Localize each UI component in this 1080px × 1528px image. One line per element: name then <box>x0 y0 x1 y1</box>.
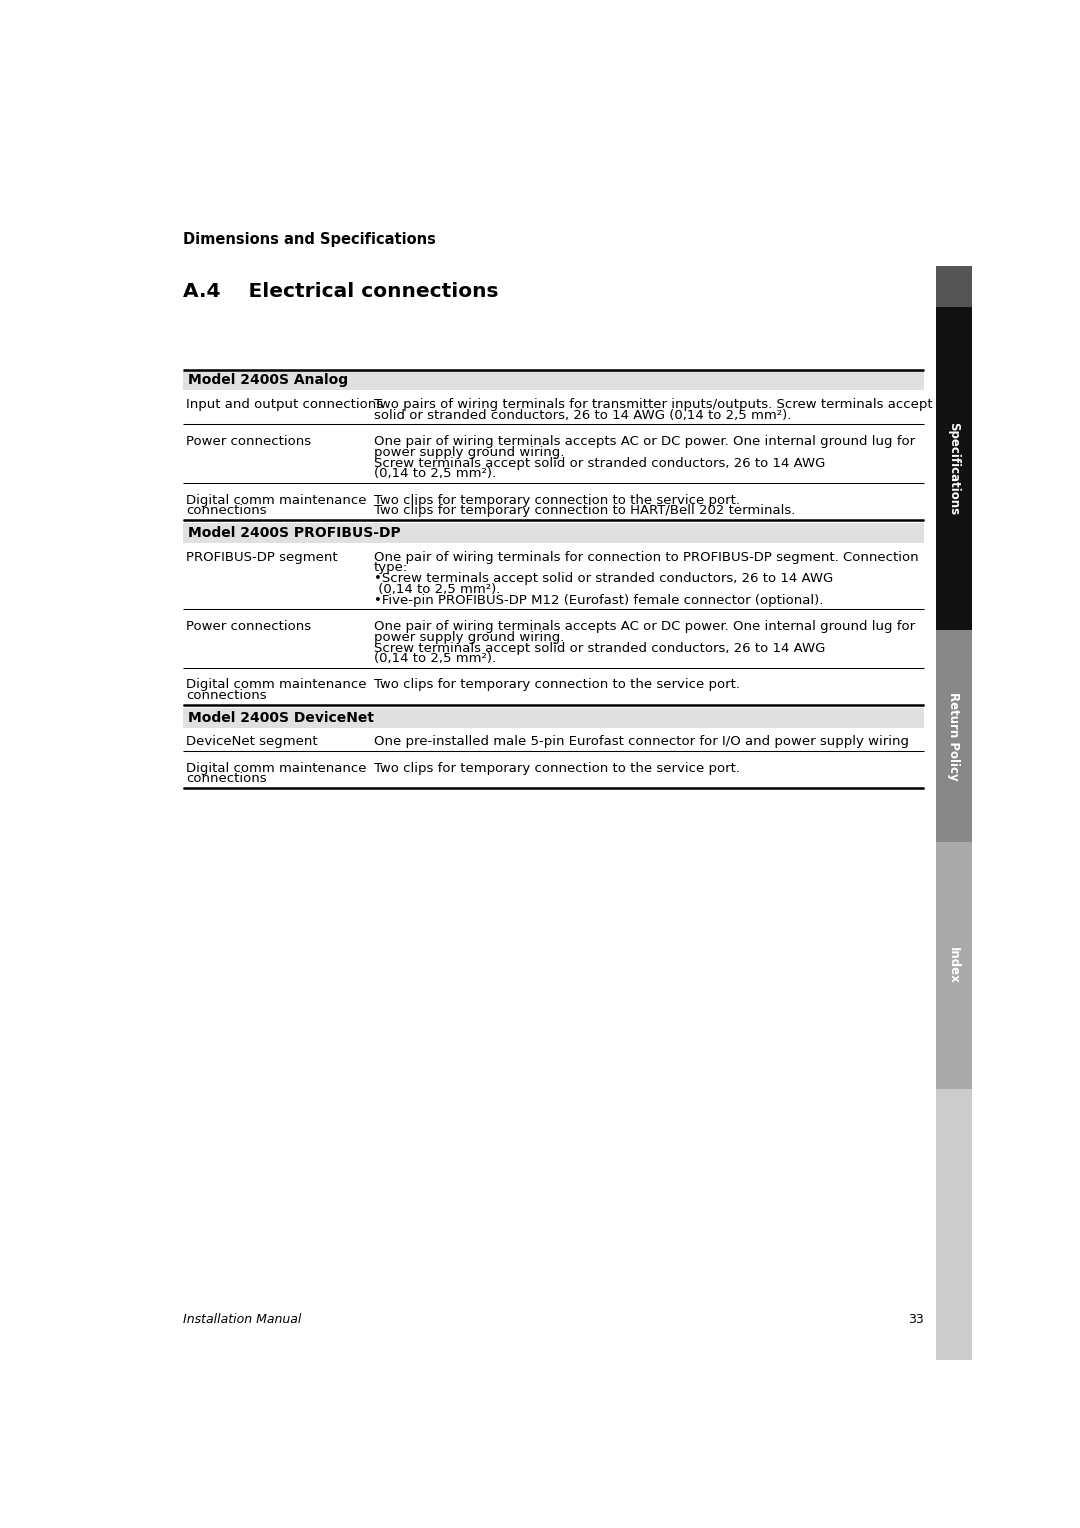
Bar <box>935 307 972 631</box>
Text: Specifications: Specifications <box>947 422 960 515</box>
Text: PROFIBUS-DP segment: PROFIBUS-DP segment <box>186 550 338 564</box>
Text: type:: type: <box>374 561 408 575</box>
Text: Two clips for temporary connection to the service port.: Two clips for temporary connection to th… <box>374 678 740 692</box>
Text: connections: connections <box>186 689 267 703</box>
Text: Digital comm maintenance: Digital comm maintenance <box>186 678 366 692</box>
Bar <box>183 370 924 391</box>
Bar <box>935 631 972 842</box>
Text: Input and output connections: Input and output connections <box>186 399 383 411</box>
Text: Screw terminals accept solid or stranded conductors, 26 to 14 AWG: Screw terminals accept solid or stranded… <box>374 457 825 469</box>
Text: One pre-installed male 5-pin Eurofast connector for I/O and power supply wiring: One pre-installed male 5-pin Eurofast co… <box>374 735 908 749</box>
Text: Model 2400S DeviceNet: Model 2400S DeviceNet <box>188 711 374 724</box>
Text: Power connections: Power connections <box>186 620 311 633</box>
Text: DeviceNet segment: DeviceNet segment <box>186 735 318 749</box>
Text: Screw terminals accept solid or stranded conductors, 26 to 14 AWG: Screw terminals accept solid or stranded… <box>374 642 825 654</box>
Text: (0,14 to 2,5 mm²).: (0,14 to 2,5 mm²). <box>374 468 496 480</box>
Text: Return Policy: Return Policy <box>947 692 960 781</box>
Text: Power connections: Power connections <box>186 435 311 448</box>
Text: connections: connections <box>186 504 267 518</box>
Text: connections: connections <box>186 773 267 785</box>
Text: (0,14 to 2,5 mm²).: (0,14 to 2,5 mm²). <box>374 584 500 596</box>
Text: •Five-pin PROFIBUS-DP M12 (Eurofast) female connector (optional).: •Five-pin PROFIBUS-DP M12 (Eurofast) fem… <box>374 594 823 607</box>
Text: Digital comm maintenance: Digital comm maintenance <box>186 494 366 507</box>
Text: Two clips for temporary connection to the service port.: Two clips for temporary connection to th… <box>374 761 740 775</box>
Bar <box>935 1089 972 1360</box>
Bar <box>183 523 924 542</box>
Text: Model 2400S PROFIBUS-DP: Model 2400S PROFIBUS-DP <box>188 526 401 539</box>
Text: One pair of wiring terminals for connection to PROFIBUS-DP segment. Connection: One pair of wiring terminals for connect… <box>374 550 918 564</box>
Bar <box>935 842 972 1089</box>
Text: 33: 33 <box>908 1314 924 1326</box>
Text: (0,14 to 2,5 mm²).: (0,14 to 2,5 mm²). <box>374 652 496 665</box>
Text: solid or stranded conductors, 26 to 14 AWG (0,14 to 2,5 mm²).: solid or stranded conductors, 26 to 14 A… <box>374 410 791 422</box>
Bar <box>183 707 924 727</box>
Text: Installation Manual: Installation Manual <box>183 1314 301 1326</box>
Text: power supply ground wiring.: power supply ground wiring. <box>374 631 564 643</box>
Text: Digital comm maintenance: Digital comm maintenance <box>186 761 366 775</box>
Text: Two clips for temporary connection to HART/Bell 202 terminals.: Two clips for temporary connection to HA… <box>374 504 795 518</box>
Text: Dimensions and Specifications: Dimensions and Specifications <box>183 232 436 248</box>
Text: One pair of wiring terminals accepts AC or DC power. One internal ground lug for: One pair of wiring terminals accepts AC … <box>374 435 915 448</box>
Text: Two clips for temporary connection to the service port.: Two clips for temporary connection to th… <box>374 494 740 507</box>
Text: Two pairs of wiring terminals for transmitter inputs/outputs. Screw terminals ac: Two pairs of wiring terminals for transm… <box>374 399 932 411</box>
Text: Index: Index <box>947 947 960 984</box>
Bar <box>935 266 972 307</box>
Text: power supply ground wiring.: power supply ground wiring. <box>374 446 564 458</box>
Text: One pair of wiring terminals accepts AC or DC power. One internal ground lug for: One pair of wiring terminals accepts AC … <box>374 620 915 633</box>
Text: Model 2400S Analog: Model 2400S Analog <box>188 373 348 388</box>
Text: •Screw terminals accept solid or stranded conductors, 26 to 14 AWG: •Screw terminals accept solid or strande… <box>374 571 833 585</box>
Text: A.4    Electrical connections: A.4 Electrical connections <box>183 283 499 301</box>
